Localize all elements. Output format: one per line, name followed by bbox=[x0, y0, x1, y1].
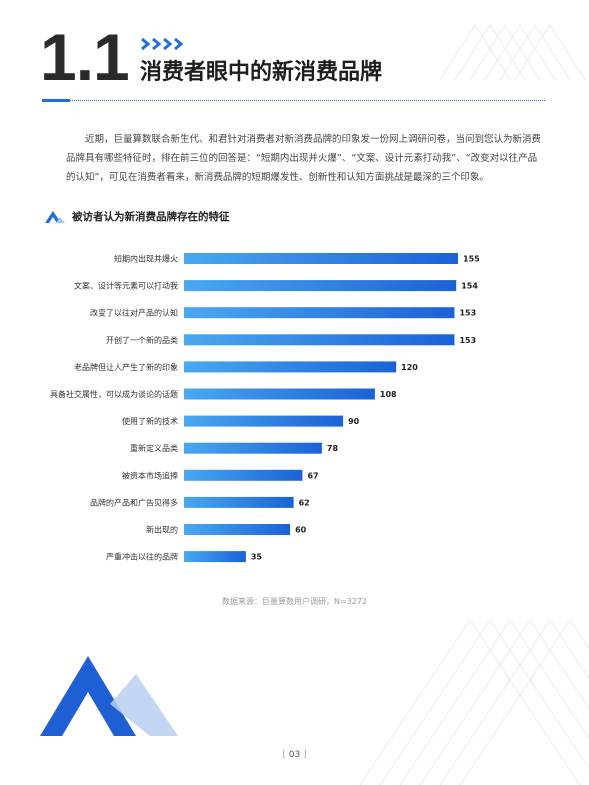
bar bbox=[184, 388, 375, 400]
data-label: 120 bbox=[401, 363, 418, 372]
data-label: 153 bbox=[459, 309, 476, 318]
intro-paragraph: 近期，巨量算数联合新生代、和君针对消费者对新消费品牌的印象发一份网上调研问卷，当… bbox=[66, 134, 542, 183]
data-label: 153 bbox=[459, 336, 476, 345]
data-label: 62 bbox=[299, 498, 310, 507]
category-label: 短期内出现并爆火 bbox=[114, 254, 178, 264]
bar bbox=[184, 469, 303, 481]
category-label: 具备社交属性，可以成为谈论的话题 bbox=[50, 389, 178, 399]
data-label: 108 bbox=[380, 390, 397, 399]
data-source-note: 数据来源：巨量算数用户调研，N=3272 bbox=[221, 597, 368, 606]
chart-heading: 被访者认为新消费品牌存在的特征 bbox=[42, 208, 230, 224]
data-label: 67 bbox=[307, 471, 318, 480]
chart-title: 被访者认为新消费品牌存在的特征 bbox=[72, 210, 230, 223]
mountain-logo-icon bbox=[40, 656, 178, 736]
bar bbox=[184, 496, 294, 508]
section-title: 消费者眼中的新消费品牌 bbox=[140, 60, 383, 85]
data-label: 90 bbox=[348, 417, 360, 426]
header-divider bbox=[42, 100, 545, 101]
bar-chart: 短期内出现并爆火 155 文案、设计等元素可以打动我 154 改变了以往对产品的认知 15… bbox=[50, 253, 480, 563]
bar bbox=[184, 334, 455, 346]
category-label: 新出现的 bbox=[146, 525, 178, 535]
page-bracket-left: [ bbox=[282, 750, 289, 760]
bar bbox=[184, 551, 246, 563]
data-label: 78 bbox=[327, 444, 339, 453]
category-label: 被资本市场追捧 bbox=[122, 470, 178, 480]
data-label: 155 bbox=[463, 255, 480, 264]
page-number: [ 03 ] bbox=[0, 750, 589, 760]
category-label: 重新定义品类 bbox=[130, 443, 178, 453]
data-label: 60 bbox=[295, 526, 307, 535]
bar bbox=[184, 442, 322, 454]
page-bracket-right: ] bbox=[300, 750, 307, 760]
category-label: 老品牌但让人产生了新的印象 bbox=[74, 362, 178, 372]
category-label: 品牌的产品和广告见得多 bbox=[90, 497, 178, 507]
chevron-arrows-icon bbox=[141, 37, 184, 51]
data-label: 35 bbox=[251, 553, 263, 562]
category-label: 改变了以往对产品的认知 bbox=[90, 308, 178, 318]
bar bbox=[184, 415, 344, 427]
category-label: 开创了一个新的品类 bbox=[106, 335, 178, 345]
bar bbox=[184, 280, 457, 292]
bar bbox=[184, 524, 291, 535]
bar bbox=[184, 307, 455, 319]
section-number: 1.1 bbox=[40, 20, 130, 94]
header-divider-accent bbox=[42, 99, 70, 102]
category-label: 使用了新的技术 bbox=[122, 416, 178, 426]
bar bbox=[184, 361, 397, 373]
page-number-value: 03 bbox=[288, 750, 301, 760]
data-label: 154 bbox=[461, 282, 478, 291]
mountain-icon bbox=[45, 211, 65, 223]
bar bbox=[184, 253, 458, 264]
category-label: 文案、设计等元素可以打动我 bbox=[74, 281, 178, 291]
category-label: 严重冲击以往的品牌 bbox=[106, 552, 178, 562]
